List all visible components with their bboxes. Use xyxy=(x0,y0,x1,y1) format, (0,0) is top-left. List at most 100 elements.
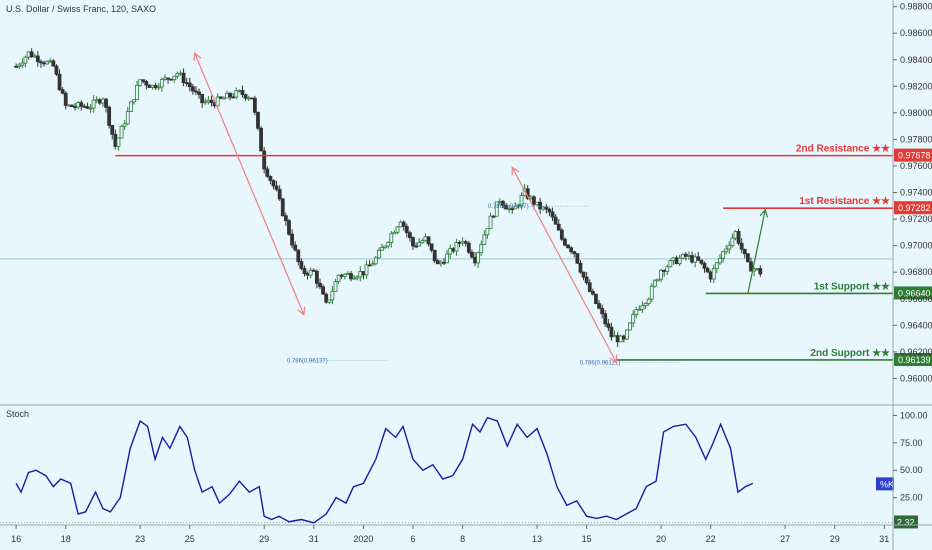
candle-body xyxy=(333,281,338,292)
trend-arrow-head xyxy=(759,208,769,218)
candle-body xyxy=(683,253,688,257)
candle-body xyxy=(699,259,704,264)
time-tick-label: 29 xyxy=(259,534,269,544)
candle-body xyxy=(742,248,747,255)
candle-body xyxy=(550,211,555,218)
candle-body xyxy=(262,150,267,170)
support-label: 1st Support ★★ xyxy=(814,281,890,292)
price-tick-label: 0.96800 xyxy=(900,267,932,277)
candle-body xyxy=(556,223,561,231)
candle-body xyxy=(383,245,388,248)
candle-body xyxy=(48,60,53,63)
candle-body xyxy=(497,200,502,203)
candle-body xyxy=(318,282,322,288)
candle-body xyxy=(327,299,332,303)
candle-body xyxy=(156,86,161,89)
candle-body xyxy=(302,268,307,274)
candle-body xyxy=(671,257,676,262)
candle-body xyxy=(432,249,437,262)
stoch-title: Stoch xyxy=(6,409,29,419)
candle-body xyxy=(271,180,276,187)
candle-body xyxy=(420,240,425,244)
trend-arrow-head xyxy=(609,354,618,364)
candle-body xyxy=(380,247,384,251)
candle-body xyxy=(39,61,43,64)
candle-body xyxy=(187,82,192,88)
candle-body xyxy=(597,303,601,309)
candle-body xyxy=(488,215,493,230)
candle-body xyxy=(479,244,484,254)
candle-body xyxy=(352,277,356,280)
candle-body xyxy=(339,274,344,277)
candle-body xyxy=(349,273,353,280)
candle-body xyxy=(745,253,750,263)
price-tick-label: 0.97800 xyxy=(900,134,932,144)
candle-body xyxy=(23,56,28,64)
trend-arrow-tail xyxy=(511,166,520,176)
price-tick-label: 0.97000 xyxy=(900,241,932,251)
candle-body xyxy=(370,263,375,266)
stoch-k-text: %K xyxy=(880,479,894,489)
candle-body xyxy=(625,329,629,340)
candle-body xyxy=(736,231,741,244)
candle-body xyxy=(345,273,350,275)
candle-body xyxy=(411,237,415,247)
candle-body xyxy=(628,322,632,331)
candle-body xyxy=(544,206,549,210)
time-tick-label: 27 xyxy=(780,534,790,544)
candle-body xyxy=(246,97,251,100)
candle-body xyxy=(42,62,46,65)
candle-body xyxy=(547,208,552,213)
candle-body xyxy=(364,264,369,276)
candle-body xyxy=(153,84,158,89)
candle-body xyxy=(718,257,722,264)
candle-body xyxy=(643,302,648,307)
support-label: 2nd Support ★★ xyxy=(810,348,890,359)
candle-body xyxy=(218,96,223,99)
candle-body xyxy=(32,55,37,58)
time-tick-label: 6 xyxy=(411,534,416,544)
candle-body xyxy=(17,64,22,67)
candle-body xyxy=(603,313,608,325)
candle-body xyxy=(665,266,670,272)
candle-body xyxy=(404,226,409,234)
candle-body xyxy=(373,257,378,265)
candle-body xyxy=(516,205,521,207)
candle-body xyxy=(408,232,412,239)
candle-body xyxy=(426,236,431,245)
candle-body xyxy=(110,125,115,135)
candle-body xyxy=(621,335,626,340)
price-layer xyxy=(14,48,763,348)
candle-body xyxy=(57,73,62,91)
candle-body xyxy=(355,276,360,279)
support-price-tag xyxy=(894,352,932,366)
price-tick-label: 0.97200 xyxy=(900,214,932,224)
candle-body xyxy=(674,257,679,265)
candle-body xyxy=(615,335,620,343)
candle-body xyxy=(268,175,273,181)
candle-body xyxy=(190,86,195,92)
candle-body xyxy=(439,261,443,265)
level-layer: 2nd Resistance ★★ 0.97678 1st Resistance ★… xyxy=(115,51,932,366)
candle-body xyxy=(299,261,304,269)
candle-body xyxy=(132,99,136,103)
candle-body xyxy=(147,84,152,88)
candle-body xyxy=(590,291,595,295)
candle-body xyxy=(541,206,546,210)
time-tick-label: 22 xyxy=(706,534,716,544)
candle-body xyxy=(243,94,248,99)
stoch-tick-label: 25.00 xyxy=(900,493,923,503)
candle-body xyxy=(445,253,450,264)
candle-body xyxy=(395,226,400,233)
candle-body xyxy=(293,244,298,251)
candle-body xyxy=(429,243,434,251)
candle-body xyxy=(29,51,34,58)
candle-body xyxy=(457,242,462,244)
candle-body xyxy=(696,256,701,261)
trend-arrow-tail xyxy=(193,51,202,62)
candle-body xyxy=(714,262,719,269)
candle-body xyxy=(277,189,282,200)
